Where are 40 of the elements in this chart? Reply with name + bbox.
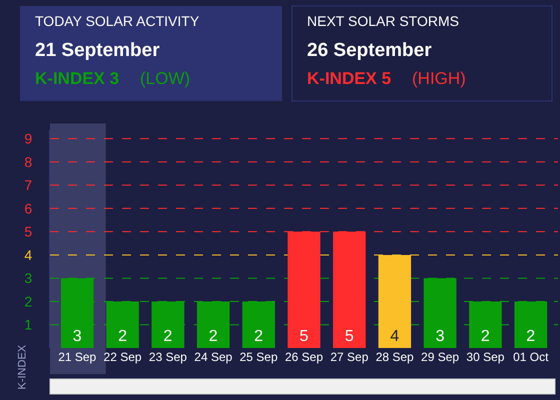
y-tick-label: 9 <box>24 130 32 147</box>
data-label: 4 <box>390 328 400 345</box>
x-tick-label: 24 Sep <box>194 350 233 364</box>
data-label: 5 <box>344 328 354 345</box>
data-label: 2 <box>526 328 536 345</box>
x-tick-label: 29 Sep <box>421 350 460 364</box>
x-tick-label: 30 Sep <box>466 350 505 364</box>
y-tick-label: 2 <box>24 293 32 310</box>
text: K-INDEX 5 <box>307 69 392 88</box>
y-tick-label: 5 <box>24 224 32 240</box>
y-tick-label: 1 <box>24 316 32 333</box>
x-tick-label: 01 Oct <box>513 350 550 364</box>
data-label: 5 <box>300 328 308 345</box>
text: (HIGH) <box>412 69 466 88</box>
y-tick-label: 6 <box>24 200 32 216</box>
x-tick-label: 21 Sep <box>58 350 97 364</box>
text: (LOW) <box>140 69 190 88</box>
text: 26 September <box>307 40 432 61</box>
y-axis-title: K-INDEX <box>16 344 28 390</box>
y-tick-label: 4 <box>24 246 32 263</box>
data-label: 3 <box>436 328 445 345</box>
x-tick-label: 26 Sep <box>284 350 324 364</box>
x-tick-label: 25 Sep <box>240 350 278 364</box>
x-tick-label: 22 Sep <box>104 350 142 364</box>
text: 21 September <box>35 40 160 61</box>
y-tick-label: 3 <box>24 270 32 286</box>
data-label: 2 <box>208 328 218 345</box>
y-tick-label: 8 <box>24 154 32 170</box>
data-label: 2 <box>118 328 128 345</box>
x-tick-label: 28 Sep <box>376 350 414 364</box>
y-tick-label: 7 <box>24 177 32 194</box>
data-label: 2 <box>480 328 490 345</box>
text: K-INDEX 3 <box>35 69 120 88</box>
data-label: 2 <box>254 328 264 345</box>
data-label: 2 <box>163 328 172 345</box>
x-tick-label: 23 Sep <box>148 350 188 364</box>
data-label: 3 <box>72 328 82 345</box>
text: TODAY SOLAR ACTIVITY <box>35 13 200 29</box>
text: NEXT SOLAR STORMS <box>307 13 459 29</box>
x-tick-label: 27 Sep <box>330 350 369 364</box>
